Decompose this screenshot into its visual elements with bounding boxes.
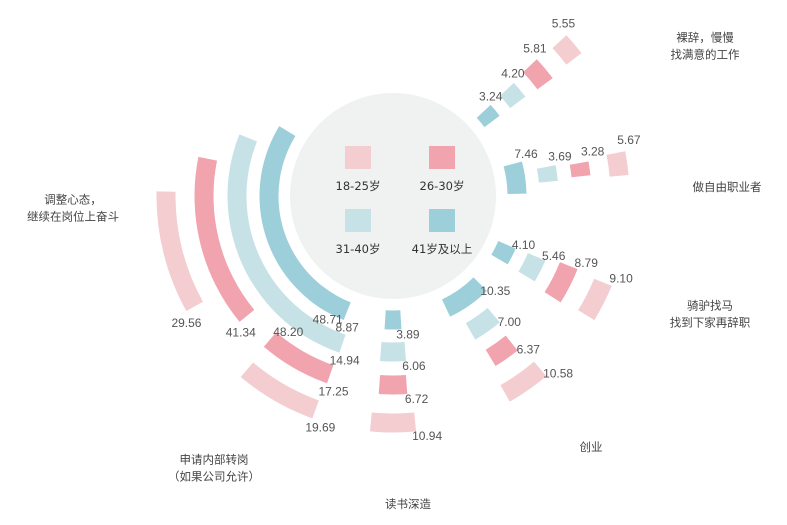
legend-swatch-41岁及以上	[429, 209, 455, 232]
value-labels-layer: 29.56 41.34 48.20 48.71 19.69 17.25 14.94 8.87 1…	[171, 17, 640, 444]
category-label-1-line-0: 申请内部转岗	[180, 453, 249, 467]
value-label-2-2: 6.06	[402, 359, 426, 373]
value-label-1-1: 17.25	[318, 385, 348, 399]
bar-4-41岁及以上	[491, 241, 516, 265]
value-label-1-0: 19.69	[305, 420, 335, 434]
value-label-0-2: 48.20	[273, 325, 303, 339]
value-label-5-1: 3.28	[581, 145, 605, 159]
value-label-3-0: 10.58	[543, 367, 573, 381]
bar-5-26-30岁	[569, 161, 591, 178]
category-label-0-line-0: 调整心态，	[44, 193, 102, 207]
value-label-2-0: 10.94	[412, 429, 442, 443]
category-label-6-line-0: 裸辞，慢慢	[676, 31, 734, 45]
value-label-4-0: 9.10	[609, 271, 633, 285]
bar-2-26-30岁	[378, 375, 408, 395]
value-label-6-2: 4.20	[501, 66, 525, 80]
category-label-4-line-0: 骑驴找马	[687, 299, 733, 313]
bar-3-31-40岁	[465, 307, 500, 340]
bar-6-31-40岁	[499, 82, 526, 109]
bar-3-41岁及以上	[441, 277, 487, 317]
bar-5-41岁及以上	[503, 161, 527, 194]
legend-swatch-31-40岁	[345, 209, 371, 232]
legend-label-18-25岁: 18-25岁	[336, 179, 381, 193]
bar-5-18-25岁	[606, 151, 629, 177]
category-label-4-line-1: 找到下家再辞职	[670, 316, 751, 330]
value-label-3-1: 6.37	[517, 342, 541, 356]
value-label-1-3: 8.87	[335, 321, 359, 335]
legend-background	[290, 93, 496, 299]
category-label-5-line-0: 做自由职业者	[693, 180, 762, 194]
value-label-1-2: 14.94	[330, 354, 360, 368]
value-label-0-3: 48.71	[313, 312, 343, 326]
value-label-4-1: 8.79	[575, 256, 599, 270]
category-label-2-line-0: 读书深造	[385, 497, 431, 511]
value-label-0-1: 41.34	[226, 326, 256, 340]
value-label-0-0: 29.56	[171, 316, 201, 330]
bar-6-26-30岁	[523, 59, 553, 90]
value-label-3-2: 7.00	[498, 315, 522, 329]
legend-swatch-18-25岁	[345, 146, 371, 169]
legend: 18-25岁 26-30岁 31-40岁 41岁及以上	[336, 146, 473, 256]
value-label-5-2: 3.69	[548, 150, 572, 164]
legend-label-41岁及以上: 41岁及以上	[412, 242, 473, 256]
bar-0-31-40岁	[227, 134, 299, 323]
bar-4-26-30岁	[544, 262, 578, 303]
category-label-1-line-1: （如果公司允许）	[168, 470, 260, 484]
bar-6-18-25岁	[552, 35, 582, 65]
value-label-5-3: 7.46	[514, 147, 538, 161]
bar-3-26-30岁	[485, 335, 518, 366]
bar-2-41岁及以上	[384, 310, 402, 330]
category-label-3-line-0: 创业	[580, 440, 603, 454]
bar-0-18-25岁	[156, 191, 203, 312]
legend-label-26-30岁: 26-30岁	[420, 179, 465, 193]
bar-5-31-40岁	[536, 165, 558, 183]
bars-layer	[156, 35, 629, 433]
bar-1-41岁及以上	[310, 285, 351, 321]
bar-1-26-30岁	[263, 332, 334, 384]
value-label-2-3: 3.89	[396, 328, 420, 342]
category-label-6-line-1: 找满意的工作	[671, 48, 740, 62]
bar-0-41岁及以上	[259, 126, 336, 312]
bar-6-41岁及以上	[476, 104, 500, 128]
bar-4-18-25岁	[578, 278, 612, 321]
legend-swatch-26-30岁	[429, 146, 455, 169]
legend-label-31-40岁: 31-40岁	[336, 242, 381, 256]
value-label-3-3: 10.35	[480, 284, 510, 298]
bar-2-31-40岁	[379, 342, 407, 362]
bar-1-18-25岁	[240, 362, 319, 419]
bar-1-31-40岁	[284, 306, 346, 353]
value-label-6-3: 3.24	[479, 89, 503, 103]
value-label-6-1: 5.81	[523, 42, 547, 56]
bar-2-18-25岁	[369, 412, 417, 433]
value-label-4-3: 4.10	[512, 238, 536, 252]
category-label-0-line-1: 继续在岗位上奋斗	[27, 210, 119, 224]
value-label-6-0: 5.55	[552, 17, 576, 31]
bar-3-18-25岁	[500, 361, 547, 402]
bar-0-26-30岁	[194, 156, 255, 322]
value-label-2-1: 6.72	[405, 392, 429, 406]
value-label-4-2: 5.46	[542, 249, 566, 263]
value-label-5-0: 5.67	[617, 133, 641, 147]
bar-4-31-40岁	[518, 253, 546, 282]
